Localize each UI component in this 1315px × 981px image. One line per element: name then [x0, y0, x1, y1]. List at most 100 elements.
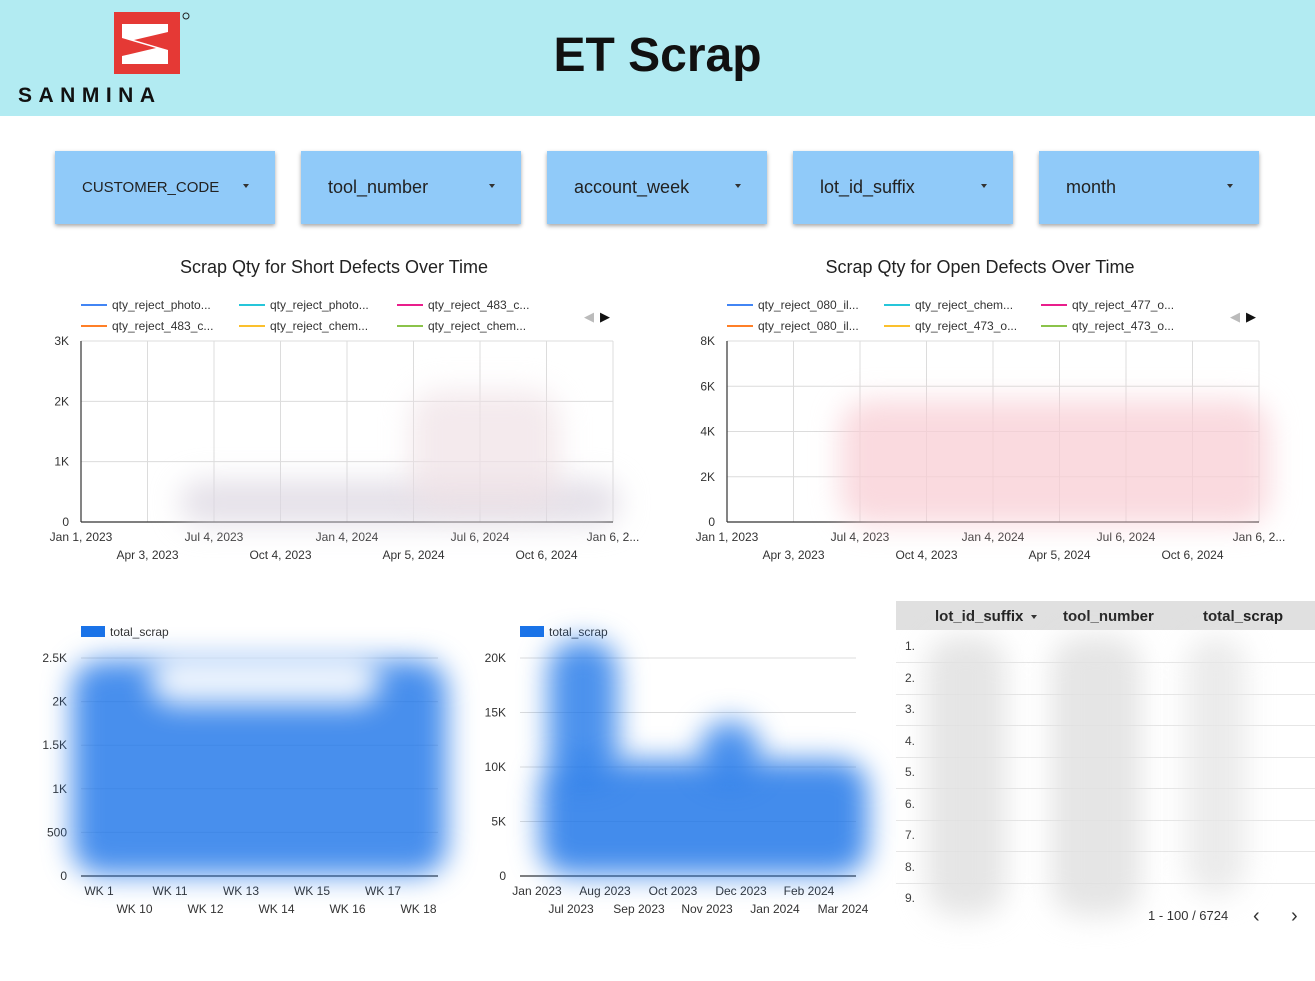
- x-tick-label: Jul 2023: [548, 902, 594, 916]
- open-defects-chart-title: Scrap Qty for Open Defects Over Time: [825, 257, 1135, 277]
- row-number: 3.: [905, 702, 916, 716]
- x-tick-label: Oct 6, 2024: [515, 548, 577, 562]
- filter-label: account_week: [574, 177, 690, 197]
- blurred-bars-region: [150, 655, 380, 705]
- legend-next-icon: ▶: [1246, 309, 1256, 324]
- dropdown-caret-icon: [243, 184, 249, 188]
- row-number: 8.: [905, 859, 916, 874]
- blurred-cells: [1051, 636, 1141, 916]
- filter-label: month: [1066, 177, 1117, 197]
- column-header-lot-id-suffix[interactable]: lot_id_suffix: [935, 608, 1038, 625]
- legend-prev-icon: ◀: [584, 309, 594, 324]
- dropdown-caret-icon: [981, 184, 987, 188]
- previous-page-icon[interactable]: ‹: [1253, 905, 1260, 927]
- x-tick-label: Jan 4, 2024: [316, 530, 379, 544]
- y-tick-label: 5K: [491, 815, 506, 829]
- legend-label: qty_reject_chem...: [270, 319, 368, 333]
- x-tick-label: WK 16: [329, 902, 365, 916]
- legend-label: qty_reject_chem...: [428, 319, 526, 333]
- column-header-label: lot_id_suffix: [935, 608, 1024, 625]
- y-tick-label: 3K: [54, 334, 69, 348]
- x-tick-label: Dec 2023: [715, 884, 767, 898]
- x-tick-label: Jan 4, 2024: [962, 530, 1025, 544]
- sanmina-logo-mark: [114, 12, 190, 74]
- x-tick-label: WK 1: [84, 884, 114, 898]
- x-tick-label: Apr 3, 2023: [116, 548, 178, 562]
- filter-label: lot_id_suffix: [820, 177, 915, 197]
- row-number: 6.: [905, 796, 916, 811]
- x-tick-label: WK 13: [223, 884, 259, 898]
- blurred-bars-region: [700, 720, 760, 780]
- filter-label: CUSTOMER_CODE: [82, 179, 220, 196]
- data-table: lot_id_suffix tool_number total_scrap 1.…: [896, 601, 1315, 921]
- y-tick-label: 0: [708, 515, 715, 529]
- filter-month[interactable]: month: [1039, 151, 1259, 224]
- x-tick-label: WK 12: [187, 902, 223, 916]
- x-tick-label: Oct 6, 2024: [1161, 548, 1223, 562]
- row-number: 7.: [905, 828, 916, 842]
- filter-tool-number[interactable]: tool_number: [301, 151, 521, 224]
- y-tick-label: 1K: [54, 455, 69, 469]
- y-tick-label: 15K: [485, 706, 506, 720]
- column-header-total-scrap[interactable]: total_scrap: [1203, 608, 1284, 625]
- legend-label: total_scrap: [549, 625, 608, 639]
- dropdown-caret-icon: [1227, 184, 1233, 188]
- x-tick-label: Apr 5, 2024: [1028, 548, 1090, 562]
- x-tick-label: Jul 4, 2023: [185, 530, 244, 544]
- legend-label: qty_reject_photo...: [112, 298, 211, 312]
- filter-customer-code[interactable]: CUSTOMER_CODE: [55, 151, 275, 224]
- row-number: 2.: [905, 670, 916, 685]
- next-page-icon[interactable]: ›: [1291, 905, 1298, 927]
- row-number: 1.: [905, 639, 916, 653]
- blurred-cells: [926, 636, 1006, 916]
- x-tick-label: Sep 2023: [613, 902, 665, 916]
- monthly-scrap-bar-chart: total_scrap 0 5K 10K 15K 20K Jan 2023 Aug 2023 O…: [485, 625, 869, 916]
- filter-lot-id-suffix[interactable]: lot_id_suffix: [793, 151, 1013, 224]
- legend-label: qty_reject_photo...: [270, 298, 369, 312]
- sanmina-logo: SANMINA: [18, 10, 198, 110]
- y-tick-label: 6K: [700, 379, 715, 393]
- pagination-label: 1 - 100 / 6724: [1148, 908, 1229, 923]
- legend-swatch: [81, 626, 105, 637]
- x-tick-label: Nov 2023: [681, 902, 733, 916]
- y-tick-label: 20K: [485, 651, 506, 665]
- table-header: lot_id_suffix tool_number total_scrap: [896, 601, 1315, 630]
- x-tick-label: Jan 2024: [750, 902, 800, 916]
- legend-prev-icon: ◀: [1230, 309, 1240, 324]
- y-tick-label: 500: [47, 825, 67, 839]
- y-tick-label: 0: [499, 869, 506, 883]
- x-tick-label: Oct 4, 2023: [895, 548, 957, 562]
- x-tick-label: Jan 6, 2...: [587, 530, 640, 544]
- x-tick-label: WK 17: [365, 884, 401, 898]
- legend-label: qty_reject_473_o...: [1072, 319, 1174, 333]
- y-tick-label: 1K: [52, 782, 67, 796]
- dropdown-caret-icon: [735, 184, 741, 188]
- blurred-cells: [1186, 636, 1246, 896]
- filter-account-week[interactable]: account_week: [547, 151, 767, 224]
- x-tick-label: Jul 4, 2023: [831, 530, 890, 544]
- y-tick-label: 2K: [52, 695, 67, 709]
- x-tick-label: Jan 1, 2023: [696, 530, 759, 544]
- x-tick-label: WK 15: [294, 884, 330, 898]
- legend-label: qty_reject_chem...: [915, 298, 1013, 312]
- legend-label: qty_reject_483_c...: [112, 319, 213, 333]
- legend-next-icon: ▶: [600, 309, 610, 324]
- legend-label: qty_reject_473_o...: [915, 319, 1017, 333]
- x-tick-label: Apr 5, 2024: [382, 548, 444, 562]
- blurred-bars-region: [548, 640, 618, 780]
- blurred-series-region: [410, 390, 560, 510]
- y-tick-label: 4K: [700, 425, 715, 439]
- column-header-tool-number[interactable]: tool_number: [1063, 608, 1154, 625]
- dropdown-caret-icon: [489, 184, 495, 188]
- x-tick-label: WK 10: [116, 902, 152, 916]
- header-banner: SANMINA ET Scrap: [0, 0, 1315, 116]
- legend-label: qty_reject_483_c...: [428, 298, 529, 312]
- x-tick-label: Jan 2023: [512, 884, 562, 898]
- short-defects-chart-title: Scrap Qty for Short Defects Over Time: [179, 257, 489, 277]
- row-number: 4.: [905, 733, 916, 748]
- y-tick-label: 2K: [54, 394, 69, 408]
- x-tick-label: WK 18: [400, 902, 436, 916]
- y-tick-label: 8K: [700, 334, 715, 348]
- x-tick-label: Oct 2023: [649, 884, 698, 898]
- filter-label: tool_number: [328, 177, 429, 197]
